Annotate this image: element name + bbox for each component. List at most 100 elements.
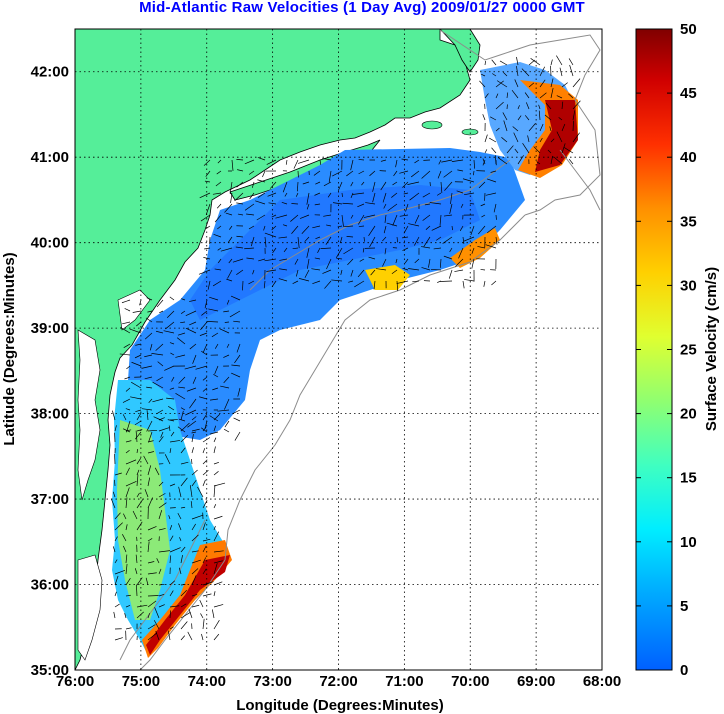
- velocity-arrow: [473, 170, 475, 176]
- velocity-arrow: [550, 59, 553, 66]
- velocity-arrow: [158, 417, 165, 421]
- velocity-arrow: [347, 258, 354, 266]
- velocity-arrow: [463, 236, 475, 242]
- velocity-arrow: [454, 269, 464, 272]
- velocity-arrow: [402, 181, 409, 188]
- velocity-arrow: [530, 57, 541, 66]
- velocity-arrow: [414, 236, 420, 246]
- velocity-arrow: [114, 559, 118, 564]
- velocity-arrow: [422, 214, 431, 221]
- velocity-arrow: [302, 181, 310, 185]
- velocity-arrow: [526, 102, 530, 110]
- velocity-arrow: [141, 408, 153, 411]
- velocity-arrow: [184, 365, 197, 370]
- velocity-arrow: [155, 630, 160, 641]
- velocity-arrow: [495, 80, 504, 88]
- velocity-arrow: [569, 64, 574, 77]
- velocity-arrow: [206, 320, 219, 323]
- velocity-arrow: [471, 247, 475, 254]
- velocity-arrow: [134, 431, 142, 440]
- velocity-arrow: [395, 258, 398, 264]
- velocity-arrow: [358, 159, 365, 161]
- velocity-arrow: [214, 343, 219, 349]
- velocity-arrow: [212, 192, 222, 195]
- velocity-arrow: [236, 202, 244, 205]
- velocity-arrow: [136, 448, 139, 454]
- velocity-arrow: [304, 269, 310, 278]
- velocity-arrow: [550, 78, 554, 88]
- velocity-arrow: [306, 203, 310, 210]
- velocity-arrow: [292, 247, 299, 250]
- velocity-arrow: [236, 181, 244, 188]
- velocity-arrow: [152, 398, 164, 403]
- velocity-arrow: [257, 157, 266, 161]
- velocity-arrow: [514, 79, 519, 88]
- velocity-arrow: [464, 192, 475, 196]
- velocity-arrow: [380, 181, 387, 191]
- velocity-arrow: [213, 591, 216, 597]
- velocity-arrow: [169, 555, 172, 564]
- velocity-arrow: [220, 385, 230, 389]
- velocity-arrow: [496, 80, 508, 88]
- velocity-arrow: [502, 112, 508, 121]
- velocity-arrow: [114, 479, 116, 487]
- velocity-arrow: [124, 376, 131, 380]
- velocity-arrow: [223, 376, 230, 384]
- velocity-arrow: [134, 420, 142, 426]
- velocity-arrow: [125, 387, 131, 392]
- velocity-arrow: [561, 143, 566, 154]
- velocity-arrow: [195, 365, 208, 370]
- velocity-arrow: [188, 608, 193, 619]
- velocity-arrow: [232, 258, 244, 263]
- x-tick-label: 68:00: [583, 673, 621, 690]
- velocity-arrow: [202, 593, 212, 597]
- velocity-arrow: [421, 246, 431, 249]
- velocity-arrow: [387, 203, 398, 212]
- velocity-arrow: [180, 422, 190, 432]
- colorbar-tick-label: 0: [680, 662, 688, 679]
- velocity-arrow: [440, 181, 443, 194]
- grid-lines: [75, 29, 602, 670]
- velocity-arrow: [198, 396, 208, 400]
- velocity-arrow: [191, 523, 196, 531]
- velocity-arrow: [350, 181, 354, 187]
- velocity-arrow: [191, 575, 197, 586]
- velocity-arrow: [495, 127, 500, 132]
- velocity-arrow: [572, 100, 581, 110]
- velocity-arrow: [147, 624, 156, 630]
- velocity-arrow: [503, 120, 508, 132]
- velocity-arrow: [201, 310, 208, 316]
- velocity-arrow: [403, 192, 409, 195]
- chesapeake-bay: [77, 329, 101, 501]
- velocity-arrow: [233, 320, 241, 323]
- velocity-arrow: [517, 115, 522, 121]
- velocity-arrow: [296, 181, 299, 192]
- velocity-arrow: [343, 247, 354, 255]
- island: [421, 120, 443, 130]
- velocity-arrow: [258, 258, 266, 262]
- velocity-arrow: [167, 419, 175, 422]
- velocity-arrow: [451, 159, 464, 162]
- x-tick-label: 73:00: [253, 673, 291, 690]
- velocity-arrow: [136, 474, 139, 487]
- velocity-arrow: [263, 280, 266, 289]
- velocity-arrow: [213, 413, 221, 421]
- velocity-arrow: [372, 181, 376, 192]
- velocity-arrow: [275, 214, 288, 219]
- velocity-arrow: [158, 593, 165, 597]
- colorbar-tick-label: 25: [680, 342, 697, 359]
- velocity-arrow: [544, 114, 552, 121]
- velocity-arrow: [114, 637, 123, 641]
- velocity-arrow: [323, 214, 332, 217]
- velocity-arrow: [214, 214, 222, 223]
- velocity-arrow: [395, 159, 398, 168]
- velocity-arrow: [483, 280, 486, 287]
- velocity-arrow: [336, 257, 343, 260]
- velocity-arrow: [368, 256, 376, 260]
- velocity-arrow: [153, 620, 160, 630]
- velocity-arrow: [122, 398, 131, 403]
- velocity-arrow: [139, 299, 142, 306]
- velocity-arrow: [202, 387, 208, 392]
- velocity-arrow: [522, 142, 530, 154]
- velocity-arrow: [180, 447, 186, 454]
